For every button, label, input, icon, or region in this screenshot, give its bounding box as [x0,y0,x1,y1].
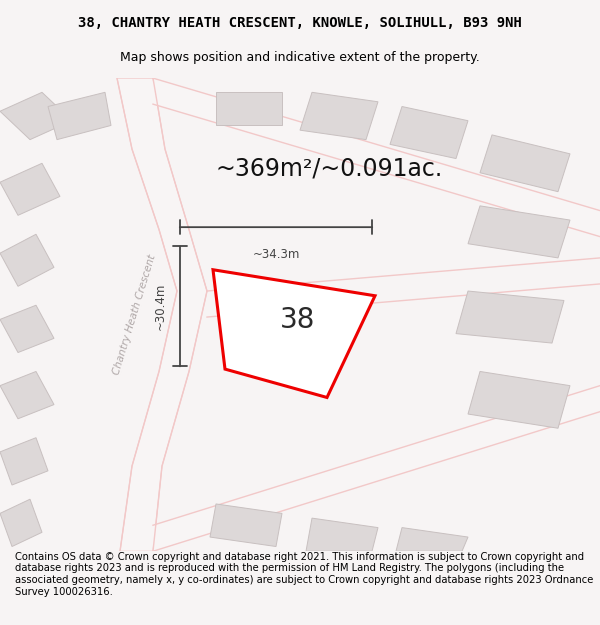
Polygon shape [480,135,570,192]
Polygon shape [0,305,54,352]
Polygon shape [153,78,600,237]
Polygon shape [48,92,111,139]
Polygon shape [210,504,282,546]
Text: 38, CHANTRY HEATH CRESCENT, KNOWLE, SOLIHULL, B93 9NH: 38, CHANTRY HEATH CRESCENT, KNOWLE, SOLI… [78,16,522,31]
Polygon shape [468,371,570,428]
Polygon shape [0,438,48,485]
Polygon shape [0,163,60,216]
Polygon shape [0,234,54,286]
Text: 38: 38 [280,306,315,334]
Polygon shape [216,92,282,126]
Polygon shape [153,386,600,551]
Polygon shape [390,106,468,159]
Text: ~30.4m: ~30.4m [154,282,167,330]
Polygon shape [117,78,207,551]
Text: Contains OS data © Crown copyright and database right 2021. This information is : Contains OS data © Crown copyright and d… [15,552,593,597]
Text: Chantry Heath Crescent: Chantry Heath Crescent [112,253,158,376]
Polygon shape [306,518,378,551]
Text: ~369m²/~0.091ac.: ~369m²/~0.091ac. [216,156,443,180]
Polygon shape [213,270,375,398]
Polygon shape [456,291,564,343]
Polygon shape [300,92,378,139]
Polygon shape [0,499,42,546]
Polygon shape [468,206,570,258]
Polygon shape [0,371,54,419]
Polygon shape [396,528,468,551]
Text: ~34.3m: ~34.3m [253,249,299,261]
Polygon shape [0,92,72,139]
Text: Map shows position and indicative extent of the property.: Map shows position and indicative extent… [120,51,480,64]
